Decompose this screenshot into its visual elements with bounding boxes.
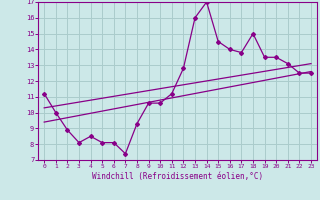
X-axis label: Windchill (Refroidissement éolien,°C): Windchill (Refroidissement éolien,°C) bbox=[92, 172, 263, 181]
